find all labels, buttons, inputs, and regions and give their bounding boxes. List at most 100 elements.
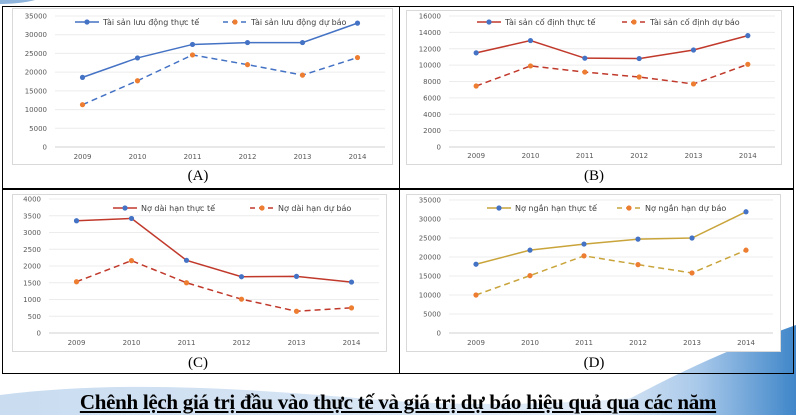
legend-label: Nợ ngắn hạn dự báo [645,203,726,214]
x-tick-label: 2014 [343,339,361,347]
y-tick-label: 25000 [25,50,47,58]
data-point [79,74,86,80]
legend-swatch-marker [496,205,502,211]
data-point [238,296,245,302]
x-tick-label: 2009 [68,339,86,347]
y-tick-label: 6000 [423,94,441,102]
data-point [635,262,641,268]
x-tick-label: 2013 [683,339,701,347]
legend-label: Tài sản cố định thực tế [504,17,595,28]
x-tick-label: 2011 [178,339,196,347]
series-line-actual [476,34,749,60]
chart-d: 0 5000 10000 15000 20000 25000 30000 35000 2009 2… [406,194,781,352]
y-tick-label: 2000 [23,263,41,271]
legend-swatch-marker [626,205,632,211]
legend-swatch-marker [232,19,238,25]
caption-d: (D) [583,355,605,371]
x-tick-label: 2012 [629,339,647,347]
x-tick-label: 2012 [233,339,251,347]
y-tick-label: 10000 [419,62,441,70]
data-point [134,55,141,61]
data-point [354,20,361,26]
y-tick-label: 10000 [419,292,441,300]
y-tick-label: 5000 [423,311,441,319]
legend-label: Tài sản cố định dự báo [649,17,740,28]
panel-frame-d [398,188,794,374]
data-point [689,235,695,241]
x-tick-label: 2009 [467,339,485,347]
data-point [582,69,588,75]
caption-b: (B) [584,168,604,184]
data-point [636,74,642,80]
y-tick-label: 3500 [23,212,41,220]
panel-frame-a [2,6,400,190]
x-tick-label: 2011 [575,339,593,347]
x-tick-label: 2013 [685,152,703,160]
y-tick-label: 3000 [23,229,41,237]
y-tick-label: 20000 [419,254,441,262]
y-tick-label: 0 [437,330,441,338]
panel-frame-b [398,6,794,190]
y-tick-label: 10000 [25,106,47,114]
x-tick-label: 2014 [739,152,757,160]
x-tick-label: 2012 [630,152,648,160]
y-tick-label: 0 [43,144,47,152]
x-tick-label: 2010 [129,153,147,161]
legend-label: Nợ dài hạn dự báo [278,204,351,214]
slide-title: Chênh lệch giá trị đầu vào thực tế và gi… [79,390,717,414]
legend-label: Tài sản lưu động thực tế [102,17,199,28]
x-tick-label: 2011 [576,152,594,160]
chart-d-svg: 0 5000 10000 15000 20000 25000 30000 35000 2009 2… [419,197,773,347]
x-tick-label: 2011 [184,153,202,161]
legend-swatch-marker [486,19,492,25]
data-point [581,253,587,259]
data-point [635,236,641,242]
data-point [354,54,361,61]
data-point [582,55,588,61]
y-tick-label: 4000 [423,111,441,119]
panel-frame-c [2,188,400,374]
data-point [743,209,749,215]
x-tick-label: 2009 [74,153,92,161]
x-tick-label: 2009 [467,152,485,160]
data-point [299,39,306,46]
legend-label: Tài sản lưu động dự báo [250,17,347,28]
data-point [473,50,479,56]
data-point [473,292,479,298]
data-point [189,52,196,58]
data-point [244,62,251,68]
caption-c: (C) [188,355,208,371]
data-point [745,33,751,39]
series-line-forecast [82,54,358,106]
data-point [299,72,306,78]
chart-c-svg: 0 500 1000 1500 2000 2500 3000 3500 4000 2009 2010… [23,196,379,347]
data-point [238,274,245,280]
x-tick-label: 2013 [294,153,312,161]
data-point [128,258,135,264]
data-point [128,215,135,222]
chart-b-svg: 0 2000 4000 6000 8000 10000 12000 14000 16000 200… [419,13,775,160]
y-tick-label: 1000 [23,296,41,304]
legend-label: Nợ ngắn hạn thực tế [515,203,597,214]
data-point [293,273,300,279]
y-tick-label: 35000 [419,197,441,205]
y-tick-label: 0 [437,144,441,152]
y-tick-label: 20000 [25,69,47,77]
data-point [73,218,80,224]
legend-swatch-marker [259,205,265,211]
data-point [473,261,479,267]
legend-swatch-marker [631,19,637,25]
x-tick-label: 2014 [737,339,755,347]
series-line-actual [82,22,358,79]
data-point [348,305,355,311]
data-point [348,279,355,285]
legend-swatch-marker [84,19,90,25]
chart-b: 0 2000 4000 6000 8000 10000 12000 14000 16000 200… [406,10,782,165]
data-point [134,78,141,84]
series-line-actual [475,211,747,265]
x-tick-label: 2012 [239,153,257,161]
x-tick-label: 2014 [349,153,367,161]
y-tick-label: 30000 [25,31,47,39]
data-point [689,270,695,276]
data-point [473,83,479,89]
